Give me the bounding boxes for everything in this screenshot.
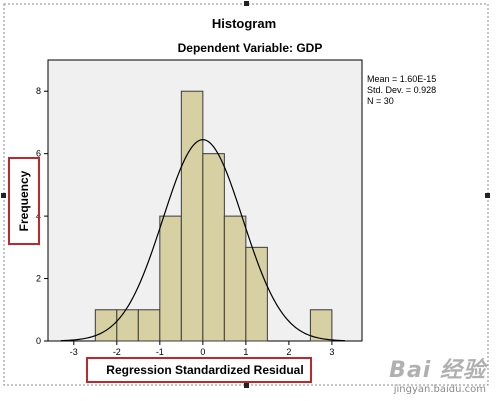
handle-bottom[interactable] bbox=[244, 383, 249, 388]
y-axis-label: Frequency bbox=[17, 170, 31, 231]
handle-top[interactable] bbox=[244, 1, 249, 6]
x-axis-label: Regression Standardized Residual bbox=[106, 363, 303, 377]
normal-curve bbox=[60, 139, 345, 342]
histogram-bar bbox=[137, 309, 161, 342]
y-axis-label-highlight bbox=[8, 157, 40, 245]
x-axis-label-highlight bbox=[86, 357, 312, 383]
histogram-bar bbox=[159, 215, 182, 342]
histogram-bar bbox=[116, 309, 139, 342]
stat-mean: Mean = 1.60E-15 bbox=[367, 74, 436, 84]
x-tick-label: -3 bbox=[70, 347, 78, 357]
x-tick-label: -2 bbox=[113, 347, 121, 357]
x-tick-label: 1 bbox=[243, 347, 248, 357]
y-tick-label: 0 bbox=[36, 336, 41, 346]
y-tick-label: 2 bbox=[36, 274, 41, 284]
stat-std-dev: Std. Dev. = 0.928 bbox=[367, 85, 436, 95]
chart-title: Histogram bbox=[212, 16, 276, 31]
watermark-url: jingyan.baidu.com bbox=[393, 384, 486, 395]
y-tick-label: 8 bbox=[36, 86, 41, 96]
chart-subtitle: Dependent Variable: GDP bbox=[178, 41, 323, 55]
histogram-bar bbox=[223, 215, 247, 342]
histogram-bar bbox=[309, 309, 333, 342]
handle-right[interactable] bbox=[485, 193, 490, 198]
histogram-bar bbox=[180, 90, 204, 342]
handle-left[interactable] bbox=[1, 193, 6, 198]
x-tick-label: -1 bbox=[156, 347, 164, 357]
watermark: Bai 经验 jingyan.baidu.com bbox=[389, 352, 486, 395]
histogram-bar bbox=[245, 246, 268, 342]
x-tick-label: 0 bbox=[200, 347, 205, 357]
y-tick-label: 6 bbox=[36, 149, 41, 159]
stat-n: N = 30 bbox=[367, 96, 394, 106]
x-tick-label: 3 bbox=[329, 347, 334, 357]
histogram-bar bbox=[202, 153, 225, 342]
histogram-bar bbox=[94, 309, 118, 342]
watermark-logo: Bai 经验 bbox=[389, 358, 486, 383]
x-tick-label: 2 bbox=[286, 347, 291, 357]
